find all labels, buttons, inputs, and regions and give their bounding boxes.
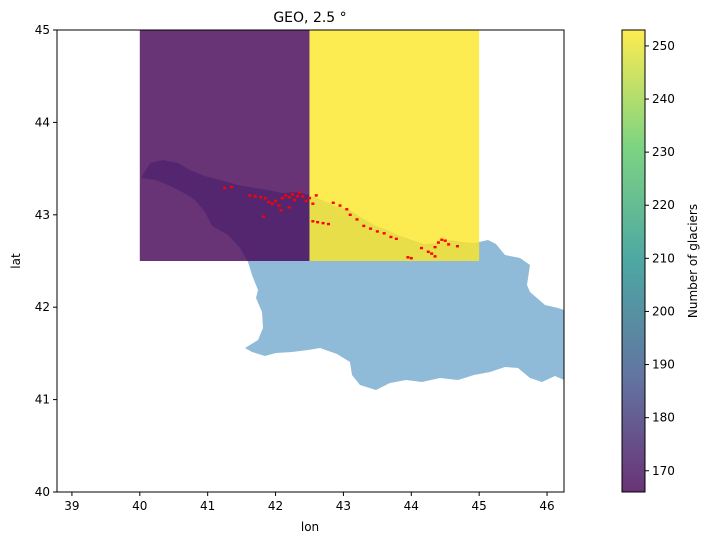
- glacier-point: [394, 237, 398, 241]
- glacier-point: [375, 230, 379, 233]
- glacier-point: [311, 202, 315, 205]
- glacier-point: [297, 191, 301, 194]
- chart-title: GEO, 2.5 °: [273, 10, 346, 26]
- glacier-point: [433, 245, 437, 249]
- glacier-point: [277, 204, 281, 207]
- glacier-point: [321, 221, 325, 225]
- glacier-point: [436, 241, 440, 244]
- glacier-point: [259, 196, 263, 199]
- glacier-point: [382, 232, 386, 235]
- x-tick-label: 45: [472, 499, 487, 513]
- plot-area: [139, 30, 564, 390]
- glacier-point: [223, 186, 227, 190]
- colorbar-gradient: [622, 30, 645, 492]
- glacier-point: [406, 256, 410, 259]
- glacier-point: [270, 202, 274, 205]
- colorbar-tick-label: 210: [652, 251, 675, 265]
- colorbar-tick-label: 250: [652, 39, 675, 53]
- glacier-point: [279, 208, 283, 212]
- glacier-point: [409, 257, 413, 260]
- glacier-point: [263, 196, 267, 200]
- glacier-point: [355, 218, 359, 221]
- glacier-point: [443, 239, 447, 242]
- x-axis-label: lon: [301, 520, 319, 534]
- glacier-point: [284, 194, 288, 197]
- glacier-point: [362, 224, 366, 228]
- glacier-point: [295, 195, 299, 198]
- glacier-point: [267, 200, 271, 204]
- colorbar-label: Number of glaciers: [686, 204, 700, 318]
- y-tick-label: 40: [35, 485, 50, 499]
- glacier-point: [287, 196, 291, 199]
- glacier-point: [311, 220, 315, 223]
- glacier-point: [253, 195, 257, 198]
- colorbar-tick-label: 200: [652, 304, 675, 318]
- glacier-point: [316, 220, 320, 224]
- y-tick-label: 42: [35, 300, 50, 314]
- colorbar-frame: [621, 29, 646, 493]
- colorbar-tick-label: 190: [652, 358, 675, 372]
- x-tick-label: 40: [132, 499, 147, 513]
- glacier-point: [287, 206, 291, 209]
- glacier-point: [430, 252, 434, 255]
- glacier-point: [331, 201, 335, 204]
- colorbar-tick-label: 240: [652, 92, 675, 106]
- glacier-point: [304, 199, 308, 203]
- x-tick-label: 44: [404, 499, 419, 513]
- glacier-point: [455, 245, 459, 248]
- glacier-point: [229, 185, 233, 189]
- glacier-point: [345, 208, 349, 211]
- glacier-point: [291, 193, 295, 196]
- glacier-point: [248, 194, 252, 197]
- colorbar-tick-label: 220: [652, 198, 675, 212]
- glacier-point: [369, 227, 373, 230]
- x-tick-label: 39: [64, 499, 79, 513]
- glacier-point: [433, 255, 437, 258]
- glacier-point: [261, 215, 265, 218]
- colorbar-tick-label: 180: [652, 411, 675, 425]
- axes-frame: [56, 29, 565, 493]
- glacier-point: [426, 250, 430, 253]
- x-tick-label: 46: [539, 499, 554, 513]
- glacier-point: [274, 199, 278, 203]
- glacier-point: [447, 243, 451, 246]
- y-tick-label: 44: [35, 115, 50, 129]
- glacier-point: [293, 198, 297, 202]
- glacier-point: [338, 204, 342, 207]
- glacier-point: [419, 246, 423, 250]
- x-tick-label: 42: [268, 499, 283, 513]
- y-tick-label: 45: [35, 23, 50, 37]
- glacier-point: [301, 195, 305, 198]
- colorbar-tick-label: 170: [652, 464, 675, 478]
- glacier-point: [348, 213, 352, 216]
- x-tick-label: 43: [336, 499, 351, 513]
- glacier-point: [307, 196, 311, 200]
- glacier-point: [389, 235, 393, 239]
- heatmap-cell-2: [309, 30, 480, 261]
- x-tick-label: 41: [200, 499, 215, 513]
- glacier-point: [440, 238, 444, 241]
- colorbar-tick-label: 230: [652, 145, 675, 159]
- y-tick-label: 41: [35, 393, 50, 407]
- glacier-point: [314, 194, 318, 197]
- colorbar: 170 180 190 200 210 220 230 240 250 Number of gl…: [621, 29, 700, 493]
- heatmap-cell-1: [139, 30, 310, 261]
- y-axis-label: lat: [9, 253, 23, 269]
- glacier-point: [326, 222, 330, 226]
- y-tick-label: 43: [35, 208, 50, 222]
- glacier-point: [280, 196, 284, 200]
